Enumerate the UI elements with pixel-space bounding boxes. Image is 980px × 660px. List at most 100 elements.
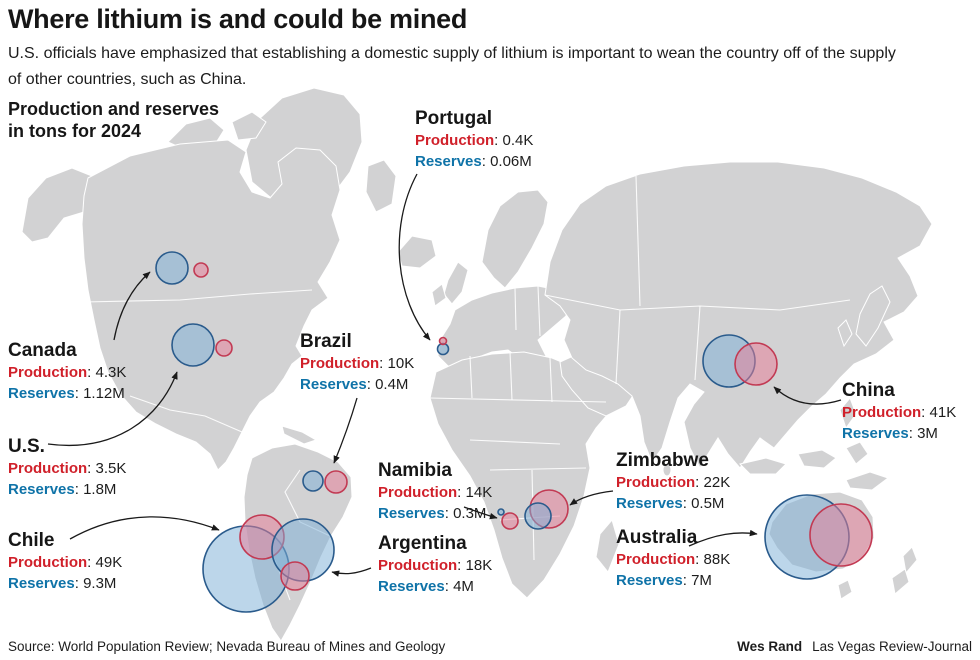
continent-africa	[429, 351, 611, 599]
separator: :	[457, 557, 466, 574]
portugal-arrow	[398, 173, 431, 341]
island-ireland	[431, 283, 447, 307]
separator: :	[695, 474, 704, 491]
island-madagascar	[595, 518, 620, 573]
country-label-argentina: Argentina Production: 18K Reserves: 4M	[378, 533, 492, 597]
country-name: Australia	[616, 527, 698, 548]
reserves-value: 1.12M	[83, 384, 125, 402]
data-bubbles	[155, 251, 873, 613]
separator: :	[87, 554, 96, 571]
separator: :	[682, 571, 692, 589]
brazil-production-bubble	[324, 470, 348, 494]
production-key: Production	[415, 132, 495, 149]
production-key: Production	[8, 460, 88, 477]
reserves-key: Reserves	[300, 375, 367, 393]
country-label-australia: Australia Production: 88K Reserves: 7M	[616, 527, 730, 591]
country-name: Brazil	[300, 331, 352, 352]
namibia-production-bubble	[501, 512, 519, 530]
argentina-production-bubble	[280, 561, 310, 591]
reserves-value: 0.3M	[453, 504, 487, 522]
separator: :	[444, 577, 454, 595]
subtitle: U.S. officials have emphasized that esta…	[8, 45, 896, 88]
us-reserves-bubble	[171, 323, 215, 367]
australia-production-bubble	[809, 503, 873, 567]
production-key: Production	[378, 557, 458, 574]
production-value: 88K	[703, 551, 731, 568]
credit-author: Wes Rand	[737, 639, 803, 654]
separator: :	[682, 494, 692, 512]
canada-production-bubble	[193, 262, 209, 278]
reserves-value: 3M	[917, 424, 938, 442]
region-korea	[837, 319, 853, 348]
island-iceland	[397, 235, 437, 269]
region-scandinavia	[481, 189, 549, 289]
country-label-china: China Production: 41K Reserves: 3M	[842, 380, 956, 444]
production-value: 22K	[703, 474, 731, 491]
chile-arrow	[69, 516, 220, 540]
islands-indonesia-1	[739, 457, 787, 475]
island-sri-lanka	[662, 463, 672, 477]
units-note-line1: Production and reserves	[8, 99, 220, 119]
production-key: Production	[616, 474, 696, 491]
separator: :	[908, 424, 918, 442]
reserves-key: Reserves	[616, 571, 683, 589]
country-label-chile: Chile Production: 49K Reserves: 9.3M	[8, 530, 122, 594]
separator: :	[444, 504, 454, 522]
islands-japan	[855, 285, 891, 347]
footer: Source: World Population Review; Nevada …	[0, 639, 980, 654]
country-label-brazil: Brazil Production: 10K Reserves: 0.4M	[300, 331, 414, 395]
separator: :	[74, 384, 84, 402]
production-key: Production	[300, 355, 380, 372]
china-production-bubble	[734, 342, 778, 386]
country-name: Chile	[8, 530, 55, 551]
country-label-canada: Canada Production: 4.3K Reserves: 1.12M	[8, 340, 126, 404]
islands-indonesia-3	[845, 441, 869, 465]
reserves-key: Reserves	[616, 494, 683, 512]
country-name: U.S.	[8, 436, 45, 457]
reserves-key: Reserves	[378, 504, 445, 522]
header: Where lithium is and could be mined U.S.…	[8, 2, 968, 93]
production-key: Production	[378, 484, 458, 501]
production-key: Production	[842, 404, 922, 421]
country-name: Zimbabwe	[616, 450, 709, 471]
separator: :	[74, 480, 84, 498]
page-title: Where lithium is and could be mined	[8, 4, 468, 34]
reserves-value: 7M	[691, 571, 712, 589]
namibia-reserves-bubble	[497, 508, 505, 516]
separator: :	[87, 460, 96, 477]
credit-publication: Las Vegas Review-Journal	[812, 639, 972, 654]
island-new-zealand-north	[902, 546, 918, 575]
islands-indonesia-2	[797, 449, 837, 469]
reserves-value: 1.8M	[83, 480, 117, 498]
separator: :	[494, 132, 503, 149]
brazil-arrow	[333, 397, 358, 464]
reserves-value: 4M	[453, 577, 474, 595]
separator: :	[921, 404, 930, 421]
separator: :	[695, 551, 704, 568]
us-arrow	[47, 371, 178, 446]
reserves-value: 9.3M	[83, 574, 117, 592]
leader-arrows	[47, 173, 842, 577]
separator: :	[457, 484, 466, 501]
zimbabwe-reserves-bubble	[524, 502, 552, 530]
country-label-zimbabwe: Zimbabwe Production: 22K Reserves: 0.5M	[616, 450, 730, 514]
production-value: 0.4K	[502, 132, 534, 149]
production-value: 41K	[929, 404, 957, 421]
argentina-arrow	[331, 567, 372, 577]
reserves-key: Reserves	[8, 384, 75, 402]
us-production-bubble	[215, 339, 233, 357]
island-new-zealand-south	[891, 568, 910, 595]
canada-arrow	[113, 271, 151, 341]
country-name: Argentina	[378, 533, 467, 554]
country-name: Canada	[8, 340, 77, 361]
reserves-key: Reserves	[842, 424, 909, 442]
units-note: Production and reserves in tons for 2024	[8, 98, 219, 142]
production-key: Production	[616, 551, 696, 568]
separator: :	[366, 375, 376, 393]
reserves-key: Reserves	[378, 577, 445, 595]
units-note-line2: in tons for 2024	[8, 121, 142, 141]
separator: :	[481, 152, 491, 170]
islands-caribbean	[281, 425, 318, 445]
country-name: China	[842, 380, 895, 401]
